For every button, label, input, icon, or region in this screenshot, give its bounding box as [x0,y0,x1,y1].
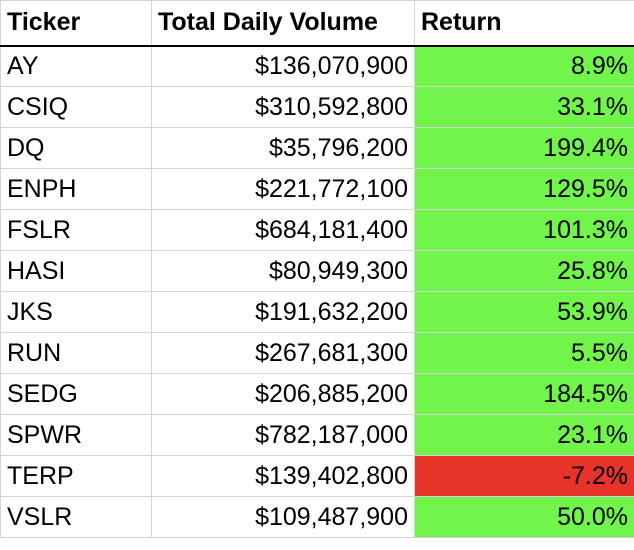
return-cell-positive[interactable]: 33.1% [414,86,634,128]
table-row: SEDG $206,885,200 184.5% [0,373,634,415]
table-row: VSLR $109,487,900 50.0% [0,496,634,538]
return-cell-positive[interactable]: 101.3% [414,209,634,251]
volume-cell[interactable]: $109,487,900 [151,496,415,538]
stock-returns-table: Ticker Total Daily Volume Return AY $136,… [0,0,634,538]
ticker-cell[interactable]: CSIQ [0,86,152,128]
ticker-cell[interactable]: DQ [0,127,152,169]
return-cell-positive[interactable]: 129.5% [414,168,634,210]
header-cell-total-daily-volume[interactable]: Total Daily Volume [151,0,415,47]
header-cell-return[interactable]: Return [414,0,634,47]
ticker-cell[interactable]: TERP [0,455,152,497]
volume-cell[interactable]: $782,187,000 [151,414,415,456]
volume-cell[interactable]: $684,181,400 [151,209,415,251]
table-row: CSIQ $310,592,800 33.1% [0,86,634,128]
ticker-cell[interactable]: VSLR [0,496,152,538]
return-cell-positive[interactable]: 5.5% [414,332,634,374]
volume-cell[interactable]: $35,796,200 [151,127,415,169]
return-cell-positive[interactable]: 199.4% [414,127,634,169]
header-cell-ticker[interactable]: Ticker [0,0,152,47]
ticker-cell[interactable]: HASI [0,250,152,292]
volume-cell[interactable]: $267,681,300 [151,332,415,374]
volume-cell[interactable]: $310,592,800 [151,86,415,128]
ticker-cell[interactable]: RUN [0,332,152,374]
table-row: FSLR $684,181,400 101.3% [0,209,634,251]
table-row: RUN $267,681,300 5.5% [0,332,634,374]
ticker-cell[interactable]: SEDG [0,373,152,415]
table-row: HASI $80,949,300 25.8% [0,250,634,292]
ticker-cell[interactable]: JKS [0,291,152,333]
volume-cell[interactable]: $139,402,800 [151,455,415,497]
table-row: ENPH $221,772,100 129.5% [0,168,634,210]
return-cell-positive[interactable]: 184.5% [414,373,634,415]
return-cell-positive[interactable]: 23.1% [414,414,634,456]
table-row: SPWR $782,187,000 23.1% [0,414,634,456]
volume-cell[interactable]: $206,885,200 [151,373,415,415]
table-body: AY $136,070,900 8.9% CSIQ $310,592,800 33.1% D… [0,45,634,538]
table-row: AY $136,070,900 8.9% [0,45,634,87]
return-cell-positive[interactable]: 25.8% [414,250,634,292]
table-row: DQ $35,796,200 199.4% [0,127,634,169]
ticker-cell[interactable]: AY [0,45,152,87]
volume-cell[interactable]: $136,070,900 [151,45,415,87]
return-cell-positive[interactable]: 50.0% [414,496,634,538]
ticker-cell[interactable]: FSLR [0,209,152,251]
header-row: Ticker Total Daily Volume Return [0,0,634,47]
return-cell-positive[interactable]: 53.9% [414,291,634,333]
return-cell-negative[interactable]: -7.2% [414,455,634,497]
volume-cell[interactable]: $191,632,200 [151,291,415,333]
ticker-cell[interactable]: SPWR [0,414,152,456]
volume-cell[interactable]: $221,772,100 [151,168,415,210]
ticker-cell[interactable]: ENPH [0,168,152,210]
table-row: JKS $191,632,200 53.9% [0,291,634,333]
table-row: TERP $139,402,800 -7.2% [0,455,634,497]
return-cell-positive[interactable]: 8.9% [414,45,634,87]
volume-cell[interactable]: $80,949,300 [151,250,415,292]
